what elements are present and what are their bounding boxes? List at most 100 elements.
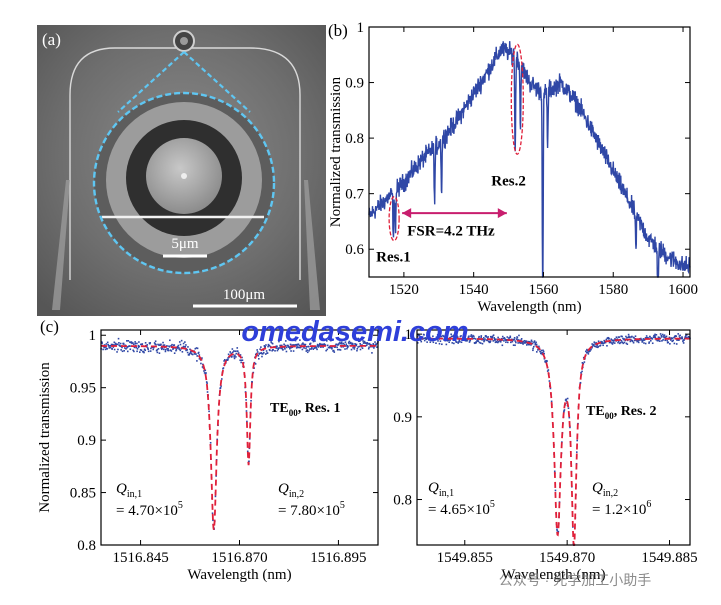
data-point: [277, 348, 280, 351]
data-point: [485, 334, 487, 337]
data-point: [521, 341, 524, 343]
data-point: [448, 341, 450, 344]
data-point: [549, 387, 552, 390]
data-point: [581, 370, 583, 373]
data-point: [305, 350, 308, 352]
data-point: [181, 351, 184, 353]
data-point: [451, 335, 454, 338]
data-point: [265, 350, 268, 352]
data-point: [220, 385, 222, 387]
data-point: [652, 336, 655, 339]
data-point: [295, 343, 298, 346]
data-point: [260, 346, 262, 348]
data-point: [317, 344, 319, 346]
data-point: [616, 338, 619, 340]
data-point: [505, 341, 507, 343]
data-point: [670, 338, 672, 340]
watermark-site: omedasemi.com: [241, 316, 468, 348]
data-point: [668, 336, 671, 339]
data-point: [667, 341, 670, 344]
data-point: [592, 344, 595, 347]
data-point: [330, 346, 333, 349]
data-point: [491, 335, 494, 338]
y-tick-label: 1: [89, 328, 97, 344]
data-point: [179, 349, 182, 352]
data-point: [203, 370, 205, 372]
data-point: [546, 360, 548, 362]
data-point: [621, 335, 623, 338]
data-point: [506, 336, 509, 338]
data-point: [264, 345, 267, 348]
data-point: [162, 341, 164, 344]
data-point: [670, 339, 672, 341]
data-point: [101, 342, 104, 344]
data-point: [539, 350, 542, 353]
data-point: [579, 381, 582, 384]
data-point: [358, 345, 361, 348]
data-point: [155, 343, 157, 346]
data-point: [128, 345, 131, 347]
data-point: [116, 351, 118, 353]
data-point: [153, 342, 156, 344]
data-point: [516, 336, 519, 339]
data-point: [432, 335, 434, 338]
data-point: [443, 337, 446, 339]
data-point: [331, 348, 333, 350]
data-point: [318, 343, 321, 346]
q2-value: = 7.80×105: [278, 500, 345, 519]
data-point: [501, 344, 504, 347]
data-point: [126, 340, 128, 342]
data-point: [526, 344, 528, 346]
data-point: [457, 341, 460, 343]
data-point: [670, 337, 673, 339]
data-point: [321, 343, 324, 346]
data-point: [234, 354, 236, 357]
q2-value: = 1.2×106: [592, 499, 651, 518]
data-point: [327, 346, 330, 349]
data-point: [221, 378, 223, 380]
data-point: [137, 346, 140, 349]
data-point: [201, 357, 203, 359]
data-point: [354, 343, 356, 345]
data-point: [437, 340, 439, 342]
data-point: [361, 347, 364, 350]
data-point: [515, 341, 517, 344]
data-point: [659, 333, 662, 335]
data-point: [515, 338, 518, 340]
data-point: [673, 336, 675, 339]
data-point: [231, 355, 233, 358]
data-point: [188, 352, 191, 355]
data-point: [186, 351, 189, 354]
data-point: [615, 336, 618, 339]
data-point: [236, 350, 239, 353]
data-point: [443, 338, 445, 341]
data-point: [339, 349, 342, 351]
data-point: [301, 348, 304, 351]
data-point: [530, 339, 533, 342]
data-point: [473, 335, 475, 338]
data-point: [196, 347, 199, 350]
data-point: [288, 346, 290, 349]
q1-symbol: Qin,1: [116, 481, 142, 500]
data-point: [357, 346, 359, 348]
data-point: [480, 335, 483, 337]
data-point: [520, 338, 523, 340]
data-point: [227, 353, 230, 356]
data-point: [608, 337, 610, 340]
fsr-arrow-head-right: [497, 208, 507, 219]
data-point: [265, 344, 267, 346]
data-point: [336, 346, 338, 349]
data-point: [466, 340, 468, 342]
data-point: [591, 343, 593, 345]
data-point: [456, 334, 458, 337]
data-point: [481, 342, 484, 345]
data-point: [367, 343, 369, 345]
data-point: [201, 366, 204, 368]
data-point: [492, 340, 495, 342]
data-point: [266, 352, 269, 354]
data-point: [102, 348, 104, 351]
data-point: [354, 343, 357, 346]
data-point: [150, 347, 152, 350]
plot-frame: [416, 329, 691, 546]
data-point: [182, 345, 185, 348]
